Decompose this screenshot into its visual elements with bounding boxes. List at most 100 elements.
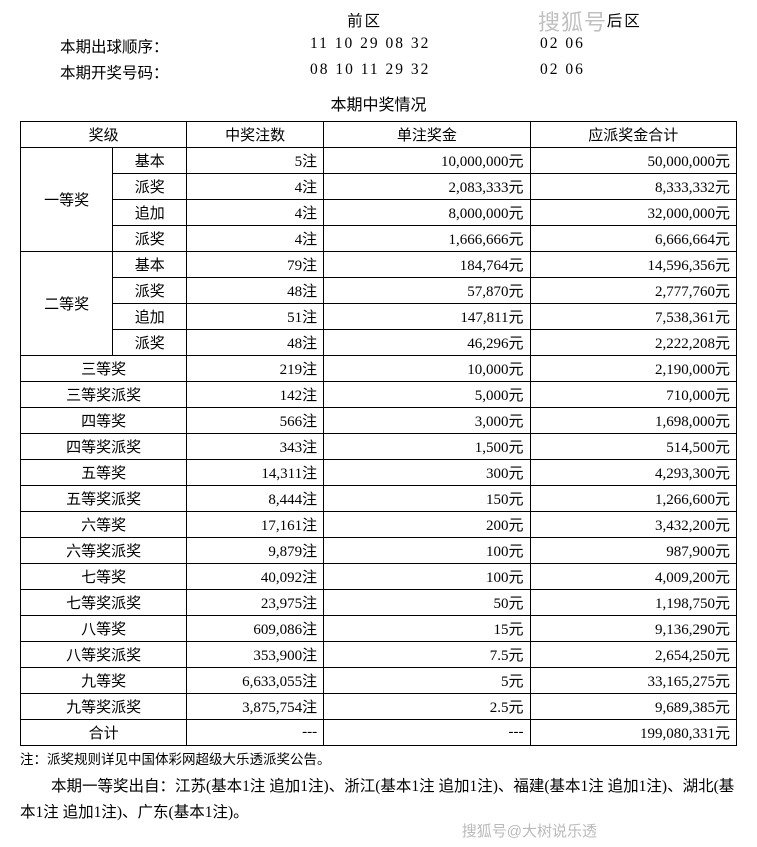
back-zone-label: 后区	[547, 9, 737, 31]
draw-order-label: 本期出球顺序：	[20, 35, 310, 57]
total-amount: 14,596,356元	[530, 252, 736, 278]
table-row: 派奖4注1,666,666元6,666,664元	[21, 226, 737, 252]
unit-amount: 200元	[324, 512, 530, 538]
prize-table: 奖级 中奖注数 单注奖金 应派奖金合计 一等奖基本5注10,000,000元50…	[20, 121, 737, 746]
table-row: 四等奖566注3,000元1,698,000元	[21, 408, 737, 434]
prize-level-sub: 基本	[113, 148, 187, 174]
prize-level-sub: 派奖	[113, 226, 187, 252]
bet-count: 3,875,754注	[187, 694, 324, 720]
prize-level: 九等奖	[21, 668, 187, 694]
total-amount: 1,698,000元	[530, 408, 736, 434]
sum-total: 199,080,331元	[530, 720, 736, 746]
table-row: 四等奖派奖343注1,500元514,500元	[21, 434, 737, 460]
table-row: 八等奖派奖353,900注7.5元2,654,250元	[21, 642, 737, 668]
table-row: 派奖4注2,083,333元8,333,332元	[21, 174, 737, 200]
col-unit: 单注奖金	[324, 122, 530, 148]
header-zone-labels: x 前区 后区	[20, 9, 737, 31]
bet-count: 23,975注	[187, 590, 324, 616]
prize-level-group: 二等奖	[21, 252, 113, 356]
winning-numbers-front: 08 10 11 29 32	[310, 61, 540, 83]
total-amount: 9,136,290元	[530, 616, 736, 642]
table-row: 五等奖14,311注300元4,293,300元	[21, 460, 737, 486]
front-zone-label: 前区	[277, 9, 547, 31]
total-amount: 3,432,200元	[530, 512, 736, 538]
unit-amount: 8,000,000元	[324, 200, 530, 226]
prize-level: 五等奖派奖	[21, 486, 187, 512]
table-row: 九等奖6,633,055注5元33,165,275元	[21, 668, 737, 694]
bet-count: 4注	[187, 226, 324, 252]
bet-count: 48注	[187, 278, 324, 304]
prize-level: 八等奖派奖	[21, 642, 187, 668]
winning-numbers-label: 本期开奖号码：	[20, 61, 310, 83]
prize-level: 三等奖	[21, 356, 187, 382]
bet-count: 142注	[187, 382, 324, 408]
table-row: 八等奖609,086注15元9,136,290元	[21, 616, 737, 642]
total-amount: 4,009,200元	[530, 564, 736, 590]
prize-level: 九等奖派奖	[21, 694, 187, 720]
bet-count: 4注	[187, 200, 324, 226]
table-row: 派奖48注57,870元2,777,760元	[21, 278, 737, 304]
table-row: 五等奖派奖8,444注150元1,266,600元	[21, 486, 737, 512]
unit-amount: 100元	[324, 564, 530, 590]
bet-count: 9,879注	[187, 538, 324, 564]
prize-level: 三等奖派奖	[21, 382, 187, 408]
table-row: 追加4注8,000,000元32,000,000元	[21, 200, 737, 226]
col-level: 奖级	[21, 122, 187, 148]
sum-row: 合计------199,080,331元	[21, 720, 737, 746]
bet-count: 609,086注	[187, 616, 324, 642]
prize-level-sub: 追加	[113, 200, 187, 226]
winning-numbers-row: 本期开奖号码： 08 10 11 29 32 02 06	[20, 61, 737, 83]
prize-level: 五等奖	[21, 460, 187, 486]
total-amount: 6,666,664元	[530, 226, 736, 252]
prize-level: 六等奖派奖	[21, 538, 187, 564]
unit-amount: 150元	[324, 486, 530, 512]
total-amount: 514,500元	[530, 434, 736, 460]
prize-level-sub: 基本	[113, 252, 187, 278]
table-row: 一等奖基本5注10,000,000元50,000,000元	[21, 148, 737, 174]
unit-amount: 15元	[324, 616, 530, 642]
table-row: 三等奖派奖142注5,000元710,000元	[21, 382, 737, 408]
unit-amount: 184,764元	[324, 252, 530, 278]
table-row: 六等奖17,161注200元3,432,200元	[21, 512, 737, 538]
sum-unit: ---	[324, 720, 530, 746]
col-count: 中奖注数	[187, 122, 324, 148]
table-row: 九等奖派奖3,875,754注2.5元9,689,385元	[21, 694, 737, 720]
prize-level-sub: 追加	[113, 304, 187, 330]
footer-text: 本期一等奖出自：江苏(基本1注 追加1注)、浙江(基本1注 追加1注)、福建(基…	[20, 774, 737, 827]
prize-level-sub: 派奖	[113, 174, 187, 200]
table-row: 二等奖基本79注184,764元14,596,356元	[21, 252, 737, 278]
unit-amount: 5,000元	[324, 382, 530, 408]
bet-count: 79注	[187, 252, 324, 278]
prize-level: 七等奖	[21, 564, 187, 590]
unit-amount: 5元	[324, 668, 530, 694]
bet-count: 5注	[187, 148, 324, 174]
table-row: 七等奖40,092注100元4,009,200元	[21, 564, 737, 590]
total-amount: 2,222,208元	[530, 330, 736, 356]
total-amount: 1,198,750元	[530, 590, 736, 616]
prize-level-sub: 派奖	[113, 330, 187, 356]
bet-count: 51注	[187, 304, 324, 330]
unit-amount: 2,083,333元	[324, 174, 530, 200]
total-amount: 710,000元	[530, 382, 736, 408]
total-amount: 7,538,361元	[530, 304, 736, 330]
unit-amount: 3,000元	[324, 408, 530, 434]
unit-amount: 10,000,000元	[324, 148, 530, 174]
table-row: 七等奖派奖23,975注50元1,198,750元	[21, 590, 737, 616]
bet-count: 17,161注	[187, 512, 324, 538]
total-amount: 33,165,275元	[530, 668, 736, 694]
winning-numbers-back: 02 06	[540, 61, 690, 83]
prize-level-sub: 派奖	[113, 278, 187, 304]
total-amount: 32,000,000元	[530, 200, 736, 226]
unit-amount: 46,296元	[324, 330, 530, 356]
unit-amount: 2.5元	[324, 694, 530, 720]
prize-level: 四等奖	[21, 408, 187, 434]
unit-amount: 147,811元	[324, 304, 530, 330]
total-amount: 8,333,332元	[530, 174, 736, 200]
draw-order-row: 本期出球顺序： 11 10 29 08 32 02 06	[20, 35, 737, 57]
unit-amount: 10,000元	[324, 356, 530, 382]
unit-amount: 1,500元	[324, 434, 530, 460]
prize-level: 六等奖	[21, 512, 187, 538]
unit-amount: 300元	[324, 460, 530, 486]
bet-count: 48注	[187, 330, 324, 356]
draw-order-back: 02 06	[540, 35, 690, 57]
